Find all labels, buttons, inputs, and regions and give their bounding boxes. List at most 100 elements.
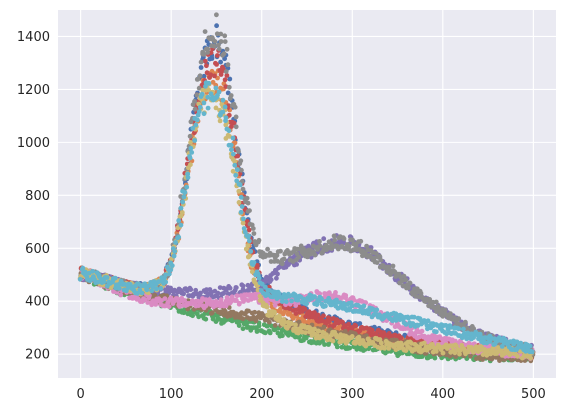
data-point [230, 168, 236, 174]
data-point [217, 285, 223, 290]
data-point [417, 345, 422, 350]
data-point [317, 243, 323, 249]
data-point [236, 149, 241, 154]
data-point [187, 155, 193, 161]
data-point [349, 303, 355, 309]
data-point [369, 327, 375, 333]
data-point [320, 318, 325, 324]
x-tick-label: 400 [430, 387, 455, 402]
data-point [331, 233, 337, 239]
data-point [228, 142, 234, 148]
data-point [238, 209, 244, 215]
data-point [116, 286, 122, 291]
data-point [364, 243, 369, 249]
data-point [246, 233, 251, 239]
data-point [343, 293, 349, 298]
data-point [193, 122, 199, 128]
data-point [167, 271, 172, 277]
data-point [443, 323, 449, 328]
data-point [222, 104, 228, 110]
data-point [246, 227, 252, 233]
data-point [246, 308, 251, 314]
data-point [184, 184, 190, 190]
data-point [275, 271, 280, 277]
data-point [281, 256, 287, 262]
data-point [232, 159, 238, 165]
data-point [226, 128, 232, 134]
data-point [278, 248, 283, 254]
data-point [135, 291, 140, 296]
data-point [419, 328, 425, 334]
data-point [202, 29, 208, 34]
data-point [216, 89, 222, 95]
data-point [192, 99, 197, 104]
data-point [312, 252, 318, 258]
data-point [214, 12, 219, 18]
x-tick-label: 0 [76, 387, 84, 402]
data-point [240, 283, 246, 289]
data-point [251, 260, 257, 265]
data-point [341, 236, 347, 242]
data-point [233, 285, 239, 290]
data-point [199, 91, 205, 97]
data-point [277, 264, 282, 270]
data-point [252, 309, 258, 315]
data-point [156, 279, 162, 284]
data-point [495, 345, 501, 350]
data-point [226, 112, 232, 118]
data-point [139, 290, 145, 296]
data-point [330, 338, 336, 344]
data-point [223, 115, 229, 120]
data-point [205, 105, 211, 111]
data-point [272, 303, 278, 308]
data-point [289, 321, 294, 327]
data-point [90, 268, 95, 274]
data-point [185, 171, 191, 177]
data-point [484, 352, 490, 358]
data-point [258, 296, 264, 302]
data-point [476, 336, 481, 342]
data-point [177, 304, 183, 309]
data-point [169, 263, 175, 268]
data-point [491, 346, 496, 351]
data-point [529, 349, 535, 355]
data-point [401, 273, 407, 279]
data-point [245, 200, 251, 206]
data-point [223, 69, 229, 74]
data-point [181, 310, 187, 316]
data-point [163, 279, 169, 285]
data-point [319, 296, 324, 302]
data-point [163, 272, 169, 278]
data-point [234, 298, 239, 303]
y-tick-label: 800 [25, 189, 50, 204]
data-point [173, 240, 178, 245]
data-point [432, 355, 438, 361]
data-point [249, 269, 255, 275]
data-point [353, 323, 359, 329]
data-point [178, 205, 184, 211]
data-point [346, 243, 352, 249]
data-point [198, 65, 204, 70]
data-point [145, 300, 151, 305]
y-tick-label: 1000 [17, 136, 50, 151]
data-point [231, 120, 237, 126]
y-tick-label: 400 [25, 295, 50, 310]
data-point [222, 33, 228, 39]
y-tick-label: 200 [25, 348, 50, 363]
data-point [205, 46, 211, 52]
data-point [378, 340, 384, 346]
data-point [233, 114, 239, 120]
data-point [399, 342, 405, 348]
data-point [244, 195, 250, 201]
data-point [190, 313, 196, 319]
data-point [253, 295, 259, 301]
data-point [274, 275, 279, 281]
data-point [188, 162, 193, 168]
data-point [224, 46, 230, 52]
y-tick-label: 1400 [17, 30, 50, 45]
data-point [268, 277, 274, 283]
data-point [442, 307, 448, 313]
data-point [196, 85, 202, 91]
data-point [332, 237, 337, 243]
